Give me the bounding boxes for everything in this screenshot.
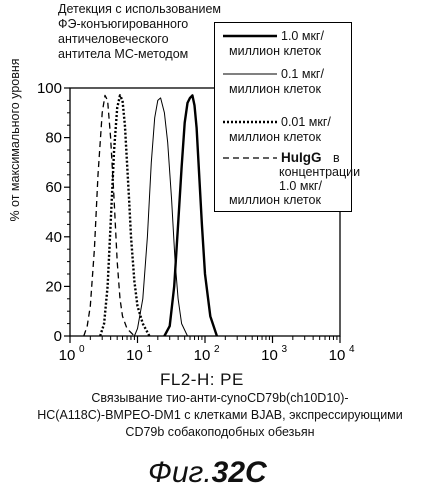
legend-label: миллион клеток	[229, 44, 321, 58]
legend-label: HuIgG	[281, 151, 322, 165]
x-tick-exponent: 3	[282, 344, 288, 355]
legend-swatch-solid-thin	[223, 71, 279, 77]
caption-line: CD79b собакоподобных обезьян	[10, 424, 430, 441]
legend-label: концентрации	[279, 165, 360, 179]
legend-swatch-dashed	[223, 155, 279, 161]
y-tick-label: 60	[45, 179, 62, 196]
figure-label-number: 32C	[212, 456, 267, 489]
x-tick-label: 10	[194, 347, 211, 364]
legend-label: 1.0 мкг/	[279, 179, 322, 193]
legend-label: 0.01 мкг/	[281, 115, 331, 129]
legend-label: миллион клеток	[229, 82, 321, 96]
legend-label: 0.1 мкг/	[281, 67, 324, 81]
x-tick-exponent: 2	[214, 344, 220, 355]
x-tick-label: 10	[261, 347, 278, 364]
legend-label: в	[333, 151, 340, 165]
figure-label-prefix: Фиг.	[148, 456, 212, 489]
x-tick-exponent: 0	[79, 344, 85, 355]
x-tick-exponent: 4	[349, 344, 355, 355]
y-tick-label: 0	[54, 328, 62, 345]
y-tick-label: 20	[45, 278, 62, 295]
legend-label: миллион клеток	[229, 130, 321, 144]
legend-swatch-dotted	[223, 119, 279, 125]
y-tick-label: 100	[37, 80, 62, 97]
legend: 1.0 мкг/ миллион клеток 0.1 мкг/ миллион…	[214, 22, 352, 212]
x-axis-label: FL2-H: PE	[160, 370, 244, 390]
figure-label: Фиг.32C	[148, 456, 267, 490]
figure-caption: Связывание тио-анти-cynoCD79b(ch10D10)- …	[10, 390, 430, 441]
caption-line: HC(A118C)-BMPEO-DM1 с клетками BJAB, экс…	[10, 407, 430, 424]
x-tick-exponent: 1	[147, 344, 153, 355]
x-tick-label: 10	[329, 347, 346, 364]
series-line-3	[84, 95, 135, 336]
legend-swatch-solid-thick	[223, 33, 279, 39]
y-tick-label: 80	[45, 130, 62, 147]
x-tick-label: 10	[59, 347, 76, 364]
series-line-2	[100, 95, 149, 336]
legend-label: миллион клеток	[229, 193, 321, 207]
caption-line: Связывание тио-анти-cynoCD79b(ch10D10)-	[10, 390, 430, 407]
y-tick-label: 40	[45, 229, 62, 246]
x-tick-label: 10	[126, 347, 143, 364]
legend-label: 1.0 мкг/	[281, 29, 324, 43]
